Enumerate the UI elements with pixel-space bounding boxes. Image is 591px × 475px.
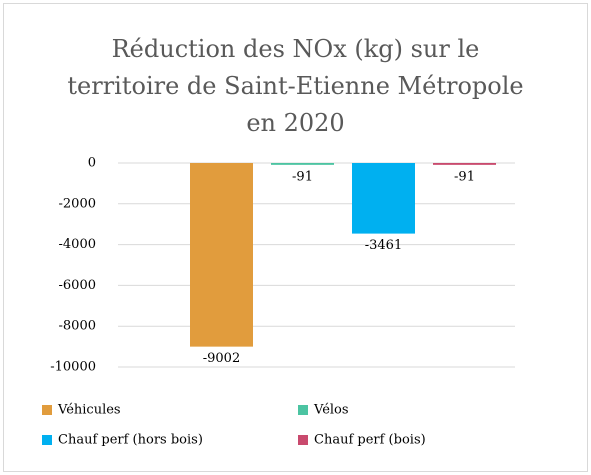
legend-label: Chauf perf (hors bois) [58,433,203,448]
legend-label: Chauf perf (bois) [314,433,426,448]
bar [433,163,496,165]
y-tick-label: -4000 [59,237,96,252]
chart-border [3,3,588,472]
y-tick-label: -2000 [59,196,96,211]
legend-label: Vélos [313,403,349,418]
legend-swatch [298,405,308,415]
y-tick-label: -8000 [59,319,96,334]
data-label: -91 [454,169,475,184]
legend-swatch [298,435,308,445]
bar [271,163,334,165]
bar [190,163,253,347]
y-tick-label: -10000 [50,360,96,375]
data-label: -9002 [203,351,240,366]
legend-swatch [42,435,52,445]
y-tick-label: -6000 [59,278,96,293]
data-label: -91 [292,169,313,184]
chart-title: Réduction des NOx (kg) sur le territoire… [67,35,524,137]
legend-label: Véhicules [57,403,121,418]
data-label: -3461 [365,238,402,253]
legend-swatch [42,405,52,415]
y-tick-label: 0 [88,156,96,171]
bar [352,163,415,234]
